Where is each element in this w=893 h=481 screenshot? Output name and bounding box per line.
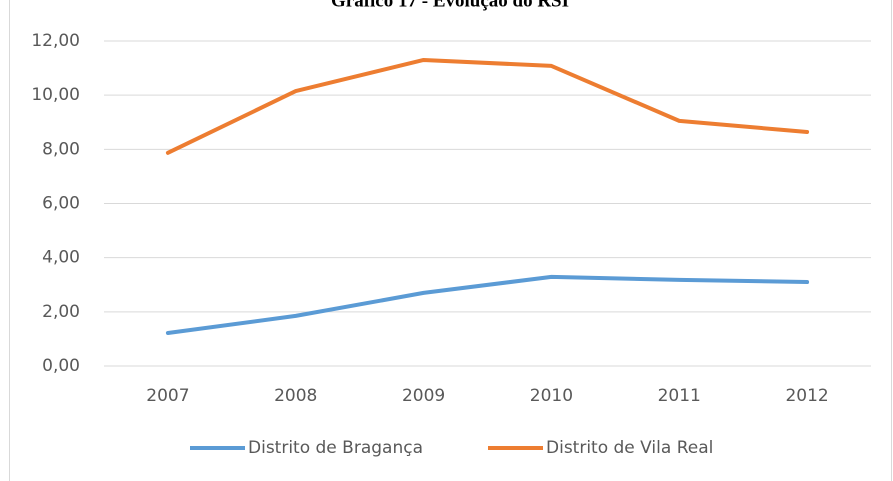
x-tick-label: 2009 <box>402 386 445 406</box>
x-tick-label: 2010 <box>530 386 573 406</box>
x-tick-label: 2011 <box>658 386 701 406</box>
x-tick-label: 2012 <box>785 386 828 406</box>
x-tick-label: 2007 <box>146 386 189 406</box>
y-tick-label: 0,00 <box>42 356 80 376</box>
series-line <box>165 274 810 335</box>
x-tick-label: 2008 <box>274 386 317 406</box>
y-tick-label: 2,00 <box>42 302 80 322</box>
y-tick-label: 12,00 <box>31 31 80 51</box>
chart-title: Gráfico 17 - Evolução do RSI <box>331 0 569 11</box>
series-line <box>165 57 810 155</box>
legend-label: Distrito de Vila Real <box>546 438 713 458</box>
y-tick-label: 8,00 <box>42 139 80 159</box>
y-tick-label: 6,00 <box>42 194 80 214</box>
y-tick-label: 10,00 <box>31 85 80 105</box>
legend-label: Distrito de Bragança <box>248 438 423 458</box>
y-tick-label: 4,00 <box>42 248 80 268</box>
chart-frame <box>9 0 892 481</box>
